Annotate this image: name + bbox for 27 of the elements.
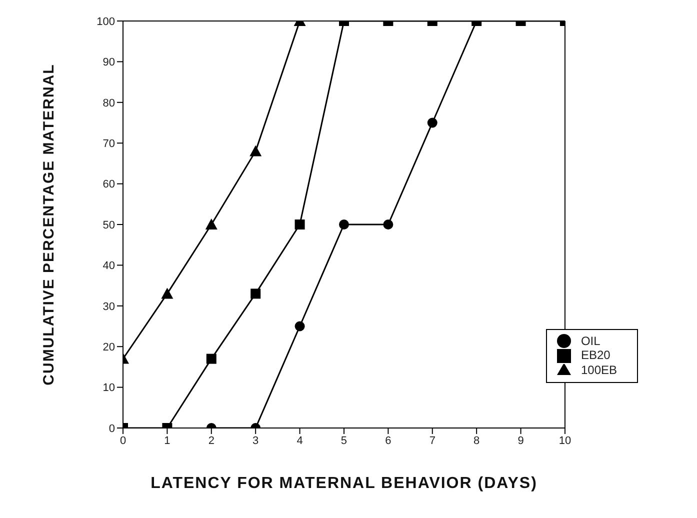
x-tick-label: 1 [164,434,170,447]
y-tick-label: 20 [102,342,115,354]
y-tick-label: 50 [102,219,115,232]
x-tick-label: 0 [120,434,126,447]
x-tick-label: 4 [296,434,303,447]
y-tick-label: 30 [102,300,115,313]
x-tick-label: 5 [340,434,348,447]
x-tick-label: 6 [385,434,392,447]
y-tick-label: 10 [102,382,115,394]
legend-label: OIL [580,334,600,348]
x-tick-label: 2 [208,434,214,447]
x-tick-label: 8 [474,434,480,447]
y-tick-label: 90 [102,56,115,69]
y-tick-label: 100 [96,16,115,28]
x-axis-title: LATENCY FOR MATERNAL BEHAVIOR (DAYS) [150,475,538,492]
y-tick-label: 40 [102,260,115,272]
y-tick-label: 0 [108,422,115,435]
x-tick-label: 7 [429,434,436,447]
y-tick-label: 70 [102,138,115,150]
y-axis-title: CUMULATIVE PERCENTAGE MATERNAL [40,64,58,386]
legend-label: EB20 [580,348,610,362]
x-tick-label: 10 [558,434,572,447]
y-tick-label: 60 [102,178,115,191]
y-tick-label: 80 [102,97,115,110]
legend-label: 100EB [580,363,617,378]
x-tick-label: 9 [518,434,524,447]
x-tick-label: 3 [252,434,259,447]
